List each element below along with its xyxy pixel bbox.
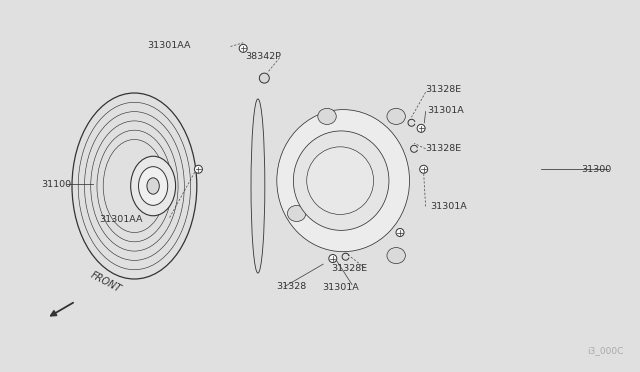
Text: 31300: 31300	[581, 165, 611, 174]
Circle shape	[259, 73, 269, 83]
Ellipse shape	[251, 99, 265, 273]
Ellipse shape	[318, 108, 336, 125]
Circle shape	[239, 44, 247, 52]
Ellipse shape	[287, 205, 306, 221]
Text: FRONT: FRONT	[88, 269, 122, 294]
Ellipse shape	[293, 131, 389, 230]
Text: 31301AA: 31301AA	[99, 215, 143, 224]
Ellipse shape	[138, 167, 168, 205]
Text: 31328E: 31328E	[426, 144, 461, 153]
Text: 31301AA: 31301AA	[147, 41, 191, 50]
Text: 31328E: 31328E	[426, 85, 461, 94]
Text: 31328E: 31328E	[332, 264, 367, 273]
Ellipse shape	[147, 178, 159, 194]
Ellipse shape	[387, 108, 405, 125]
Text: 31301A: 31301A	[323, 283, 359, 292]
Circle shape	[329, 254, 337, 263]
Circle shape	[420, 165, 428, 173]
Ellipse shape	[307, 147, 374, 214]
Circle shape	[417, 124, 425, 132]
Text: 31328: 31328	[276, 282, 307, 291]
Text: 31301A: 31301A	[430, 202, 467, 211]
Ellipse shape	[277, 110, 410, 252]
Text: 31100: 31100	[42, 180, 72, 189]
Text: 31301A: 31301A	[428, 106, 464, 115]
Text: i3_000C: i3_000C	[588, 346, 624, 355]
Ellipse shape	[387, 247, 405, 264]
Circle shape	[195, 165, 202, 173]
Bar	[234, 24, 538, 340]
Ellipse shape	[131, 156, 175, 216]
Circle shape	[396, 228, 404, 237]
Text: 38342P: 38342P	[245, 52, 281, 61]
